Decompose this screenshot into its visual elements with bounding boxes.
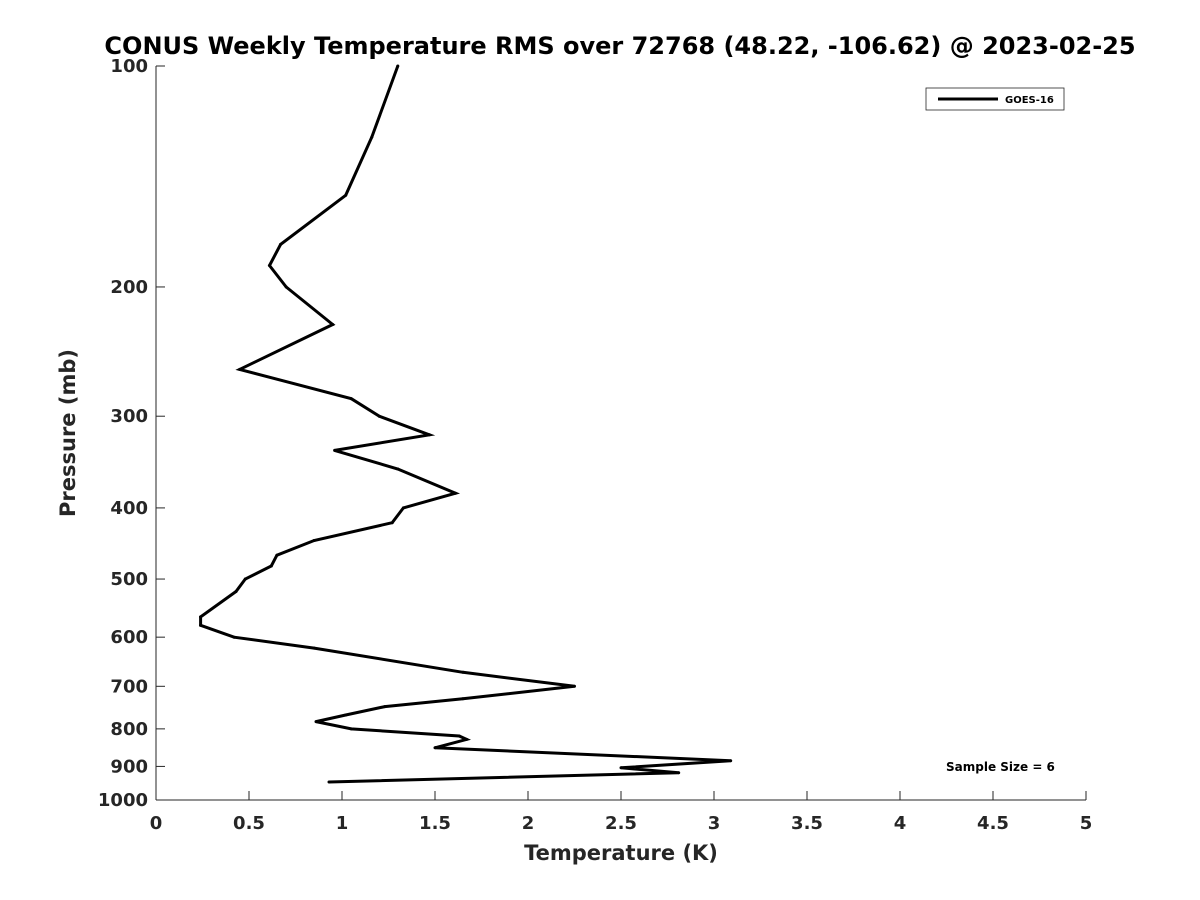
y-tick-label: 800	[110, 719, 148, 740]
x-tick-label: 4	[894, 813, 907, 834]
data-point	[465, 737, 469, 741]
series-group	[199, 64, 733, 784]
data-point	[344, 193, 348, 197]
y-tick-label: 300	[110, 406, 148, 427]
data-point	[333, 448, 337, 452]
y-tick-label: 700	[110, 676, 148, 697]
data-point	[234, 590, 238, 593]
data-point	[461, 670, 465, 674]
data-point	[454, 491, 457, 495]
data-point	[327, 780, 331, 784]
data-point	[268, 264, 271, 267]
data-point	[377, 414, 381, 418]
y-axis-title: Pressure (mb)	[56, 349, 80, 517]
data-point	[729, 759, 733, 763]
data-point	[677, 771, 681, 775]
x-tick-label: 3	[708, 813, 721, 834]
data-point	[312, 539, 316, 542]
data-point	[199, 623, 203, 627]
x-tick-label: 4.5	[977, 813, 1009, 834]
x-tick-label: 0.5	[233, 813, 265, 834]
data-point	[383, 705, 387, 709]
data-point	[619, 766, 623, 770]
data-point	[284, 285, 288, 289]
data-point	[370, 135, 374, 139]
data-point	[238, 367, 242, 371]
x-axis: 0 0.5 1 1.5 2 2.5 3 3.5 4 4.5 5 Temperature (K)	[150, 791, 1093, 865]
data-point	[461, 697, 465, 701]
sample-size-annotation: Sample Size = 6	[946, 760, 1055, 774]
data-point	[312, 646, 316, 650]
chart-title: CONUS Weekly Temperature RMS over 72768 …	[104, 32, 1135, 60]
x-tick-label: 0	[150, 813, 163, 834]
data-point	[349, 397, 353, 401]
data-point	[396, 467, 400, 471]
x-tick-group: 0 0.5 1 1.5 2 2.5 3 3.5 4 4.5 5	[150, 791, 1093, 834]
data-point	[457, 734, 461, 738]
y-tick-label: 100	[110, 56, 148, 77]
data-point	[390, 521, 394, 525]
x-tick-label: 1	[336, 813, 349, 834]
y-axis: 100 200 300 400 500 600 700 800 900 1000 Pressure…	[56, 56, 165, 811]
data-point	[396, 64, 400, 68]
legend: GOES-16	[925, 87, 1065, 111]
data-point	[199, 615, 203, 619]
data-point	[573, 684, 576, 688]
x-tick-label: 3.5	[791, 813, 823, 834]
y-tick-label: 400	[110, 498, 148, 519]
data-point	[331, 323, 335, 326]
data-point	[427, 433, 431, 437]
x-tick-label: 2	[522, 813, 535, 834]
data-point	[433, 746, 437, 750]
y-tick-label: 1000	[98, 790, 148, 811]
data-point	[279, 242, 283, 246]
y-tick-label: 200	[110, 277, 148, 298]
data-point	[275, 553, 279, 557]
x-tick-label: 5	[1080, 813, 1093, 834]
x-axis-title: Temperature (K)	[524, 841, 718, 865]
y-tick-label: 500	[110, 569, 148, 590]
data-point	[344, 713, 348, 717]
data-point	[401, 506, 405, 510]
data-point	[269, 564, 273, 568]
y-tick-label: 900	[110, 756, 148, 777]
data-point	[314, 720, 318, 724]
legend-label-goes-16: GOES-16	[1005, 95, 1054, 106]
data-point	[232, 635, 236, 639]
data-point	[349, 727, 353, 731]
y-tick-label: 600	[110, 627, 148, 648]
x-tick-label: 1.5	[419, 813, 451, 834]
data-point	[243, 577, 247, 581]
y-tick-group: 100 200 300 400 500 600 700 800 900 1000	[98, 56, 165, 811]
x-tick-label: 2.5	[605, 813, 637, 834]
